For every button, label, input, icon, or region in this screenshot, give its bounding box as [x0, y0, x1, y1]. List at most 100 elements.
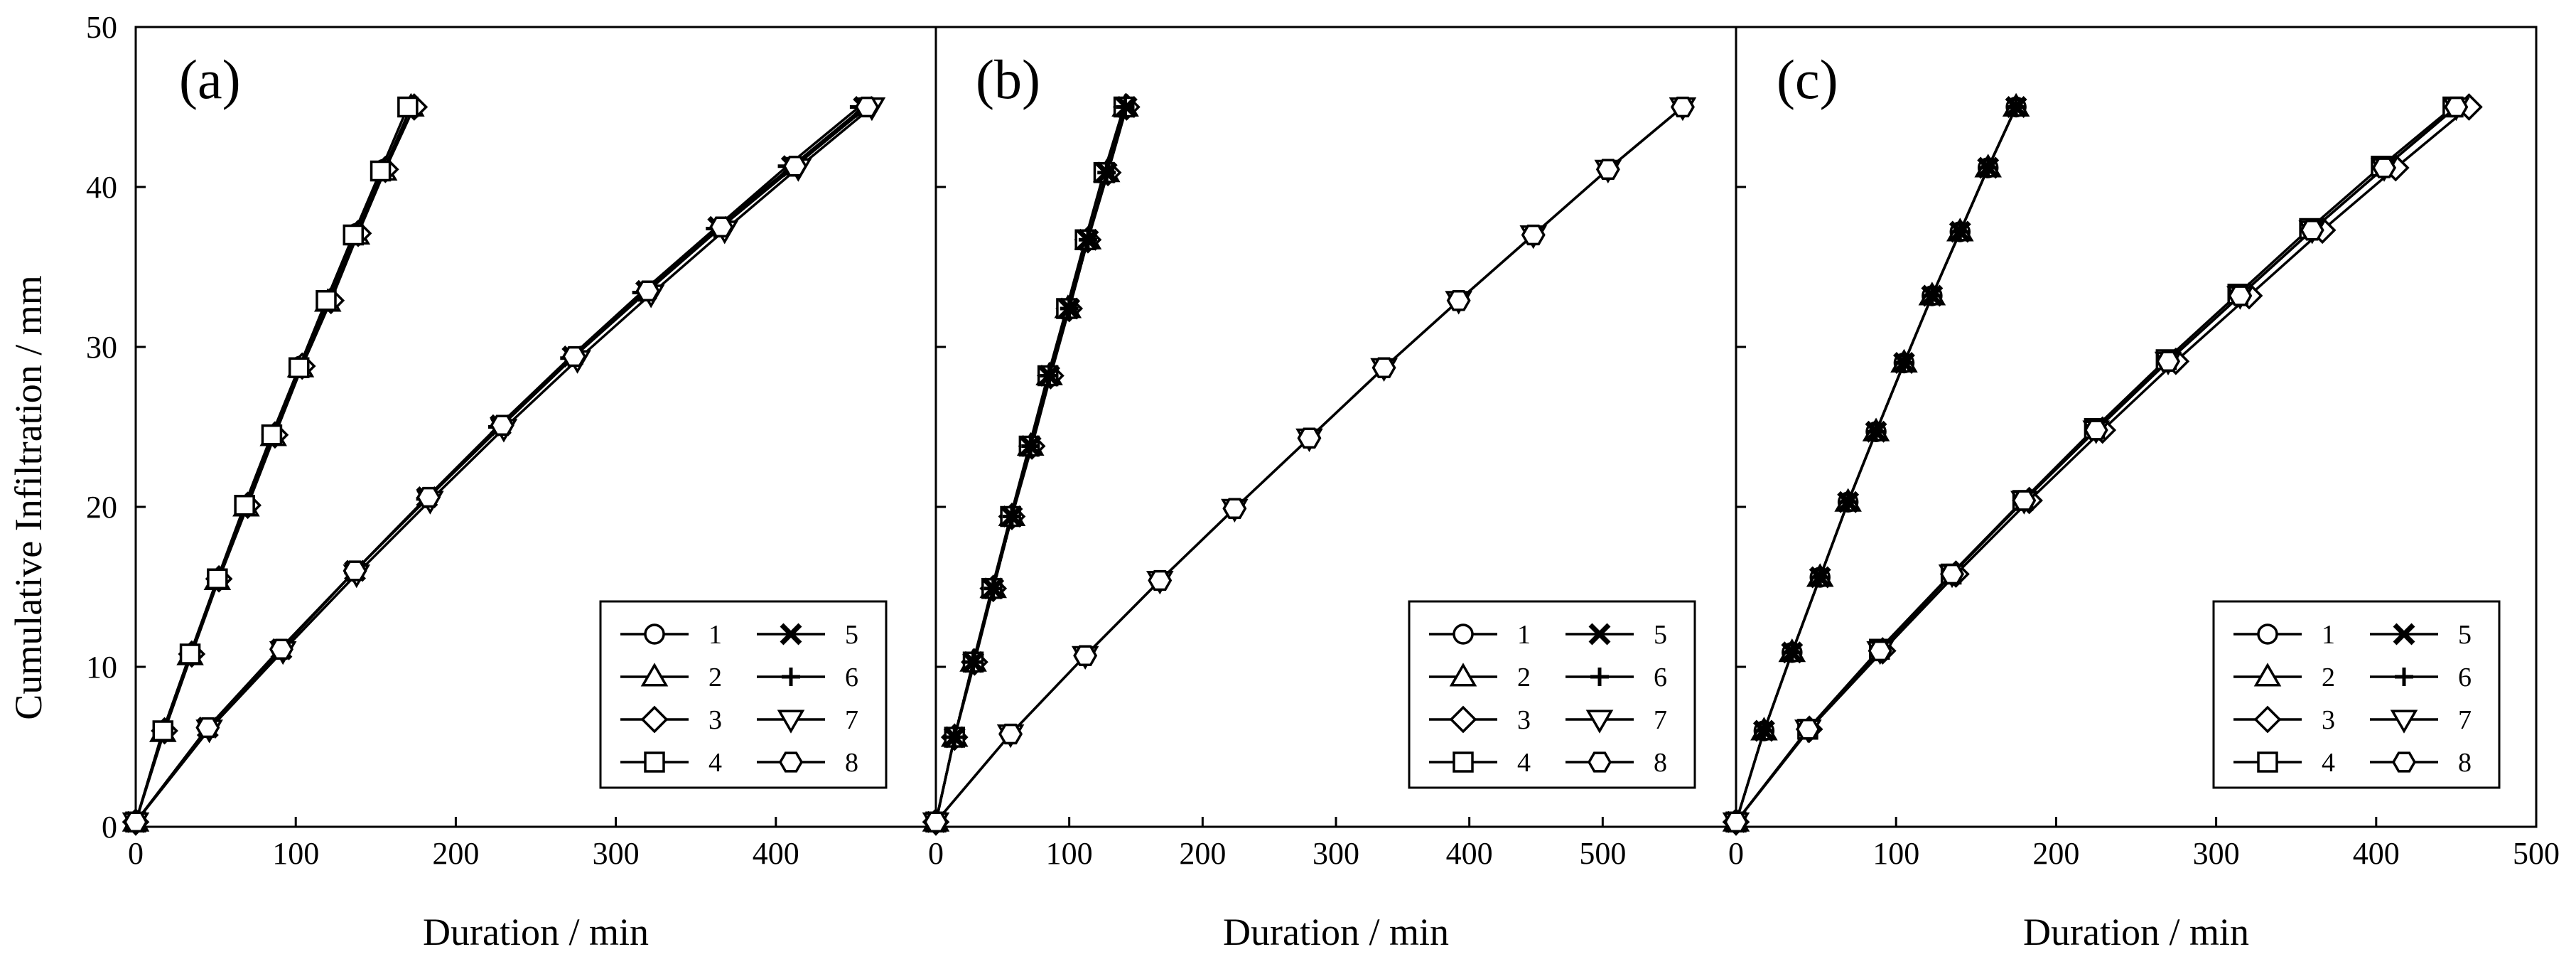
- legend-marker: [1449, 663, 1477, 687]
- x-tick-label: 300: [1313, 836, 1359, 871]
- legend-label: 1: [2322, 620, 2335, 650]
- x-tick-label: 0: [1728, 836, 1744, 871]
- legend-label: 7: [845, 705, 858, 735]
- x-axis: 0 100 200 300 400 500: [1728, 817, 2560, 871]
- data-point: [2444, 96, 2469, 118]
- legend-marker: [1453, 623, 1474, 645]
- series-4: [125, 96, 419, 832]
- legend-marker: [780, 623, 802, 646]
- x-tick-label: 100: [272, 836, 319, 871]
- legend-box: [599, 600, 888, 789]
- legend: 1 2 3 4 5 6 7 8: [2212, 600, 2501, 789]
- legend-box: [1408, 600, 1696, 789]
- x-tick-label: 300: [593, 836, 640, 871]
- y-axis: 0 10 20 30 40 50: [86, 10, 146, 845]
- legend-marker: [1590, 668, 1609, 686]
- legend-label: 7: [2458, 705, 2472, 735]
- legend-marker: [2257, 751, 2278, 773]
- data-point: [343, 224, 365, 246]
- legend-label: 4: [2322, 748, 2335, 778]
- data-point: [998, 723, 1023, 745]
- data-point: [1002, 507, 1021, 526]
- x-axis: 0 100 200 300 400 500: [928, 817, 1626, 871]
- data-point: [2084, 419, 2108, 441]
- data-point: [1040, 366, 1059, 385]
- legend-entry: 6: [2370, 663, 2472, 692]
- series-6: [927, 97, 1135, 832]
- legend-label: 3: [708, 705, 722, 735]
- legend-marker: [2257, 623, 2278, 645]
- y-tick-label: 30: [86, 330, 117, 365]
- y-tick-label: 20: [86, 490, 117, 525]
- data-point: [2012, 490, 2037, 511]
- legend-entry: 7: [1565, 705, 1667, 735]
- legend-marker: [2253, 663, 2282, 687]
- y-tick-label: 10: [86, 650, 117, 685]
- y-axis-title: Cumulative Infiltration / mm: [7, 275, 50, 719]
- legend-label: 4: [1517, 748, 1531, 778]
- data-point: [1838, 493, 1858, 512]
- data-point: [562, 346, 587, 368]
- panel-b: 0 100 200 300 400 500 Duration / min (b) 1 2 3 4 5 6 7…: [922, 26, 1737, 953]
- legend-marker: [777, 709, 805, 734]
- data-point: [179, 643, 201, 665]
- legend-entry: 1: [620, 620, 722, 650]
- legend-entry: 7: [2370, 705, 2472, 735]
- legend-label: 6: [845, 663, 858, 692]
- legend-label: 7: [1654, 705, 1667, 735]
- data-point: [1951, 223, 1970, 241]
- legend-entry: 4: [2233, 748, 2335, 778]
- legend-label: 6: [2458, 663, 2472, 692]
- data-point: [288, 357, 310, 378]
- data-point: [635, 280, 660, 301]
- x-tick-label: 0: [928, 836, 944, 871]
- legend-entry: 8: [757, 748, 858, 778]
- legend-marker: [644, 751, 665, 773]
- legend-label: 1: [708, 620, 722, 650]
- legend-marker: [2393, 623, 2415, 646]
- legend-entry: 8: [2370, 748, 2472, 778]
- legend-entry: 3: [1429, 705, 1531, 735]
- x-tick-label: 400: [1446, 836, 1493, 871]
- legend-marker: [644, 623, 665, 645]
- data-point: [1796, 719, 1821, 740]
- legend-marker: [640, 705, 669, 734]
- data-point: [2156, 350, 2181, 372]
- legend-entry: 1: [1429, 620, 1531, 650]
- x-tick-label: 200: [432, 836, 479, 871]
- legend-entry: 2: [1429, 663, 1531, 692]
- x-tick-label: 100: [1046, 836, 1093, 871]
- legend-entry: 3: [2233, 705, 2335, 735]
- data-point: [152, 720, 174, 741]
- data-point: [1867, 422, 1886, 441]
- panel-c: 0 100 200 300 400 500 Duration / min (c) 1 2 3 4 5 6 7…: [1722, 26, 2560, 953]
- legend-label: 5: [1654, 620, 1667, 650]
- legend-marker: [2253, 705, 2282, 734]
- data-point: [983, 579, 1003, 598]
- data-point: [195, 717, 220, 739]
- legend-entry: 6: [1565, 663, 1667, 692]
- data-point: [1724, 811, 1748, 832]
- legend-label: 5: [845, 620, 858, 650]
- data-point: [1895, 353, 1914, 373]
- data-point: [1148, 569, 1173, 591]
- legend-marker: [2395, 668, 2413, 686]
- panel-label: (c): [1777, 48, 1838, 110]
- y-tick-label: 50: [86, 10, 117, 45]
- legend-box: [2212, 600, 2501, 789]
- x-tick-label: 400: [753, 836, 799, 871]
- data-point: [1116, 97, 1135, 117]
- data-point: [2228, 285, 2253, 306]
- panel-a: 0 100 200 300 400 0 10 20 30 40 50 Duration / min (a…: [86, 10, 937, 953]
- legend: 1 2 3 4 5 6 7 8: [599, 600, 888, 789]
- legend-entry: 7: [757, 705, 858, 735]
- data-point: [2372, 157, 2397, 178]
- data-point: [2300, 220, 2324, 241]
- legend-marker: [640, 663, 669, 687]
- data-point: [923, 811, 949, 832]
- data-point: [1811, 568, 1830, 587]
- data-point: [316, 290, 337, 311]
